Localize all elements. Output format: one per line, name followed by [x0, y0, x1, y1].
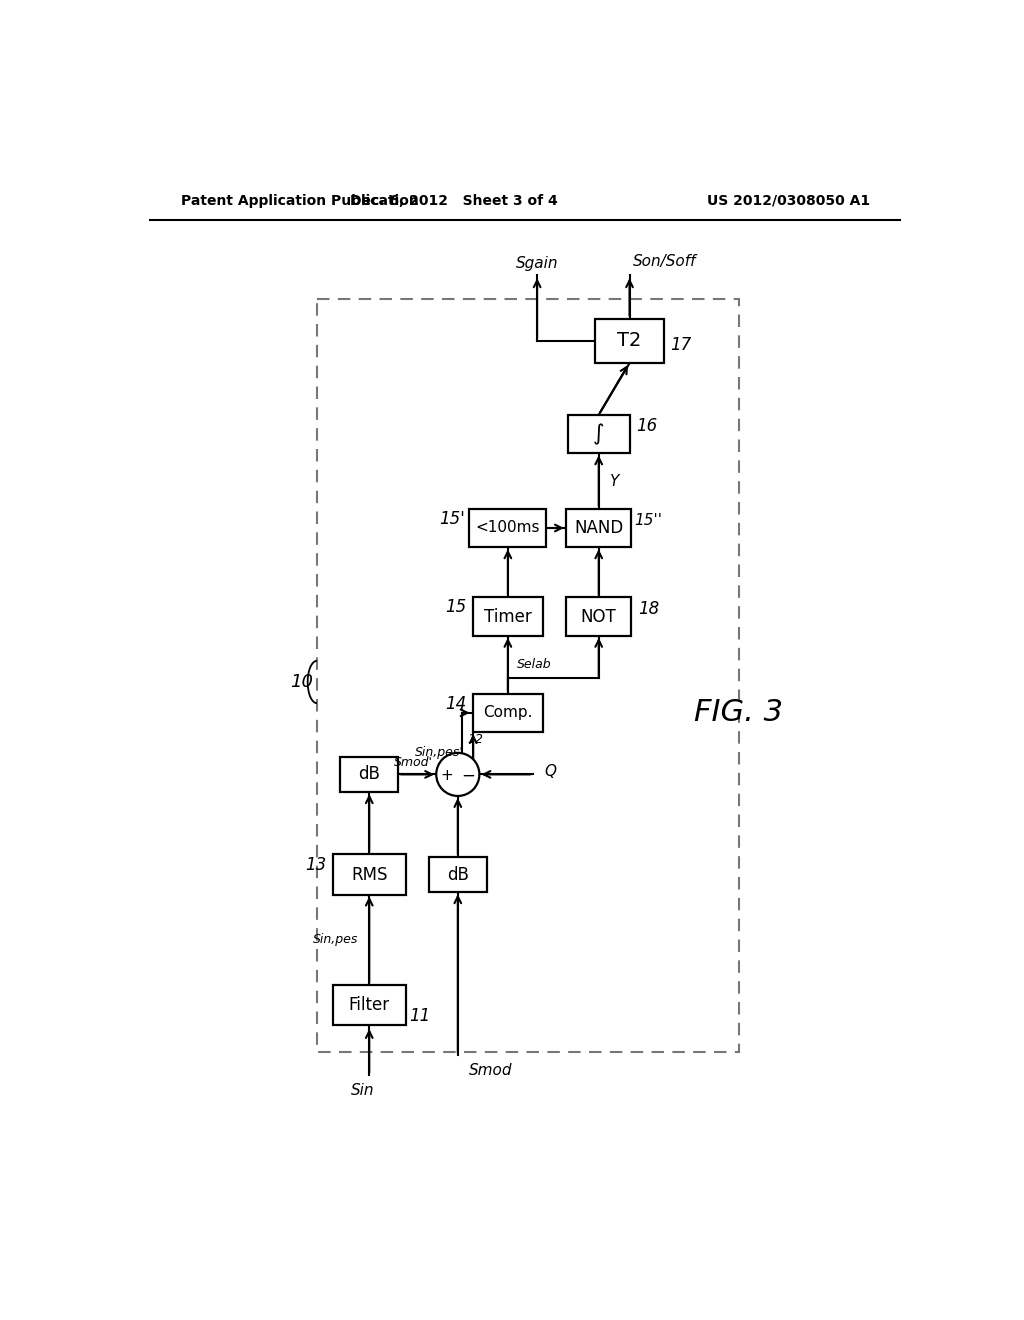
Text: Q: Q	[544, 764, 556, 779]
Text: Dec. 6, 2012   Sheet 3 of 4: Dec. 6, 2012 Sheet 3 of 4	[350, 194, 558, 207]
Text: 15'': 15''	[635, 512, 663, 528]
Text: NAND: NAND	[574, 519, 624, 537]
Text: Smod': Smod'	[393, 756, 432, 770]
Circle shape	[436, 752, 479, 796]
Text: Patent Application Publication: Patent Application Publication	[180, 194, 419, 207]
Text: −: −	[462, 767, 475, 785]
Text: Comp.: Comp.	[483, 705, 532, 721]
Bar	[566, 597, 632, 636]
Bar	[316, 298, 739, 1052]
Text: Selab: Selab	[517, 657, 552, 671]
Text: 13: 13	[305, 857, 327, 874]
Text: NOT: NOT	[581, 607, 616, 626]
Bar	[566, 508, 632, 548]
Text: dB: dB	[358, 766, 380, 783]
Bar	[429, 857, 486, 892]
Text: Sin,pes': Sin,pes'	[415, 746, 464, 759]
Text: 14: 14	[445, 694, 467, 713]
Text: RMS: RMS	[351, 866, 387, 883]
Bar	[340, 756, 398, 792]
Text: Y: Y	[609, 474, 618, 488]
Text: T2: T2	[617, 331, 642, 350]
Bar	[333, 985, 406, 1026]
Text: Son/Soff: Son/Soff	[634, 253, 697, 269]
Text: <100ms: <100ms	[475, 520, 540, 536]
Text: dB: dB	[446, 866, 469, 883]
Bar	[595, 318, 665, 363]
Bar	[473, 693, 543, 733]
Text: 17: 17	[671, 335, 692, 354]
Text: 12: 12	[467, 733, 483, 746]
Text: Sgain: Sgain	[516, 256, 558, 272]
Text: 16: 16	[636, 417, 657, 436]
Bar	[469, 508, 547, 548]
Text: ∫: ∫	[593, 424, 604, 445]
Text: Sin,pes: Sin,pes	[313, 933, 358, 946]
Text: Timer: Timer	[484, 607, 531, 626]
Text: +: +	[440, 768, 454, 784]
Text: Filter: Filter	[349, 997, 390, 1014]
Text: FIG. 3: FIG. 3	[694, 698, 783, 727]
Text: 15: 15	[445, 598, 467, 616]
Bar	[473, 597, 543, 636]
Text: 10: 10	[290, 673, 313, 690]
Text: 11: 11	[409, 1007, 430, 1026]
Text: 18: 18	[638, 599, 659, 618]
Text: Smod: Smod	[469, 1064, 512, 1078]
Bar	[568, 414, 630, 453]
Text: Sin: Sin	[351, 1084, 375, 1098]
Bar	[333, 854, 406, 895]
Text: US 2012/0308050 A1: US 2012/0308050 A1	[707, 194, 869, 207]
Text: 15': 15'	[439, 510, 465, 528]
